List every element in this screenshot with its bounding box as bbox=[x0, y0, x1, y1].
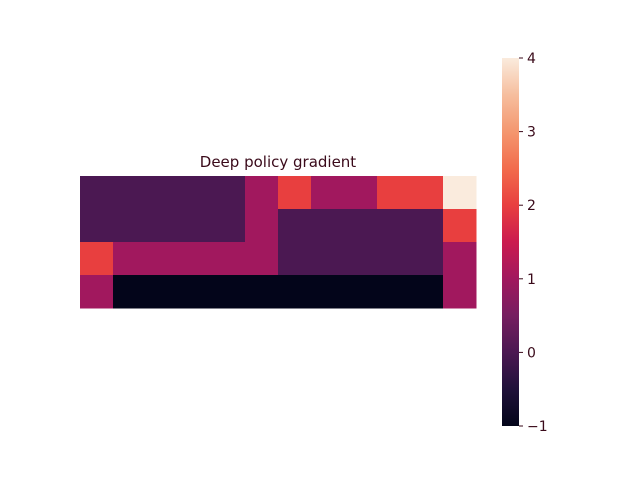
heatmap-cell bbox=[245, 275, 279, 309]
heatmap-cell bbox=[377, 242, 411, 276]
colorbar-ticks: −1 0 1 2 3 4 bbox=[519, 51, 548, 435]
heatmap-cell bbox=[113, 209, 147, 243]
heatmap-cell bbox=[278, 209, 312, 243]
heatmap-cell bbox=[80, 275, 114, 309]
heatmap-cell bbox=[443, 176, 477, 210]
chart-title: Deep policy gradient bbox=[200, 153, 357, 171]
colorbar-tick-label: 3 bbox=[527, 125, 536, 141]
heatmap-cell bbox=[443, 242, 477, 276]
colorbar bbox=[502, 58, 519, 426]
heatmap-cell bbox=[278, 242, 312, 276]
heatmap-cell bbox=[245, 176, 279, 210]
heatmap-cells bbox=[80, 176, 477, 309]
heatmap-cell bbox=[377, 176, 411, 210]
heatmap-cell bbox=[344, 242, 378, 276]
heatmap-cell bbox=[311, 176, 345, 210]
heatmap-cell bbox=[278, 176, 312, 210]
heatmap-cell bbox=[377, 275, 411, 309]
heatmap-cell bbox=[311, 209, 345, 243]
heatmap-cell bbox=[311, 242, 345, 276]
heatmap-cell bbox=[212, 275, 246, 309]
heatmap-cell bbox=[245, 209, 279, 243]
heatmap-cell bbox=[179, 209, 213, 243]
heatmap-cell bbox=[80, 176, 114, 210]
heatmap-cell bbox=[377, 209, 411, 243]
heatmap-cell bbox=[443, 275, 477, 309]
heatmap-cell bbox=[410, 242, 444, 276]
heatmap-cell bbox=[146, 242, 180, 276]
heatmap-cell bbox=[410, 176, 444, 210]
heatmap-cell bbox=[278, 275, 312, 309]
heatmap-cell bbox=[179, 176, 213, 210]
heatmap-cell bbox=[344, 209, 378, 243]
colorbar-tick-label: 2 bbox=[527, 198, 536, 214]
heatmap-cell bbox=[410, 275, 444, 309]
heatmap-cell bbox=[146, 275, 180, 309]
heatmap-cell bbox=[410, 209, 444, 243]
heatmap-cell bbox=[179, 275, 213, 309]
heatmap-cell bbox=[344, 275, 378, 309]
heatmap-cell bbox=[443, 209, 477, 243]
heatmap-cell bbox=[344, 176, 378, 210]
heatmap-cell bbox=[245, 242, 279, 276]
heatmap-cell bbox=[113, 176, 147, 210]
heatmap-cell bbox=[179, 242, 213, 276]
colorbar-tick-label: −1 bbox=[527, 419, 548, 435]
heatmap-cell bbox=[311, 275, 345, 309]
heatmap-cell bbox=[146, 176, 180, 210]
heatmap-cell bbox=[146, 209, 180, 243]
colorbar-tick-label: 0 bbox=[527, 345, 536, 361]
heatmap-cell bbox=[80, 242, 114, 276]
colorbar-tick-label: 1 bbox=[527, 272, 536, 288]
colorbar-tick-label: 4 bbox=[527, 51, 536, 67]
heatmap-cell bbox=[212, 176, 246, 210]
heatmap-cell bbox=[212, 242, 246, 276]
heatmap-cell bbox=[113, 242, 147, 276]
heatmap-cell bbox=[113, 275, 147, 309]
heatmap-cell bbox=[80, 209, 114, 243]
heatmap-cell bbox=[212, 209, 246, 243]
